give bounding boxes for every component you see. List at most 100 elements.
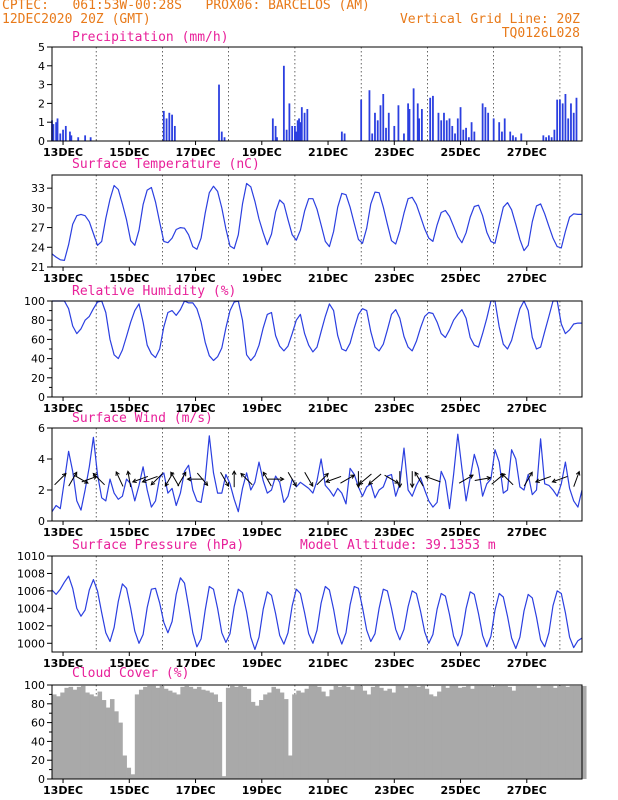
cloud-bar bbox=[490, 686, 496, 779]
cloud-bar bbox=[271, 686, 276, 779]
header-grid-line-note: Vertical Grid Line: 20Z bbox=[399, 12, 580, 27]
cloud-bar bbox=[221, 776, 227, 779]
x-tick-label: 15DEC bbox=[109, 526, 149, 539]
wind-arrow bbox=[150, 473, 163, 486]
precip-bar bbox=[55, 122, 58, 141]
cloud-bar bbox=[308, 685, 314, 779]
y-tick-label: 0 bbox=[38, 391, 45, 404]
cloud-bar bbox=[234, 686, 239, 779]
cloud-bar bbox=[138, 689, 144, 779]
cloud-bar bbox=[151, 685, 156, 779]
precip-bar bbox=[520, 133, 523, 141]
cloud-bar bbox=[532, 685, 537, 779]
y-tick-label: 3 bbox=[38, 79, 45, 92]
x-tick-label: 25DEC bbox=[441, 146, 481, 159]
cloud-bar bbox=[209, 692, 214, 779]
cloud-bar bbox=[217, 701, 223, 779]
precip-bar bbox=[470, 122, 473, 141]
wind-arrow bbox=[177, 471, 187, 487]
precip-bar bbox=[288, 103, 291, 141]
cloud-bar bbox=[188, 686, 194, 779]
wind-arrow bbox=[54, 472, 67, 486]
precip-bar bbox=[445, 120, 448, 141]
cloud-bar bbox=[478, 685, 484, 779]
cloud-bar bbox=[486, 685, 492, 779]
cloud-bar bbox=[118, 722, 123, 779]
precip-bar bbox=[514, 137, 517, 141]
y-tick-label: 60 bbox=[31, 717, 45, 730]
precip-bar bbox=[572, 112, 575, 141]
precip-bar bbox=[387, 112, 390, 141]
wind-arrow bbox=[240, 472, 253, 486]
precip-bar bbox=[282, 65, 285, 141]
cloud-bar bbox=[192, 688, 198, 779]
cloud-bar bbox=[201, 689, 206, 779]
cloud-bar bbox=[519, 685, 525, 779]
cloud-bar bbox=[296, 690, 301, 779]
y-tick-label: 1004 bbox=[17, 602, 45, 615]
wind-arrow bbox=[523, 471, 533, 487]
x-tick-label: 15DEC bbox=[109, 272, 149, 285]
precip-bar bbox=[223, 137, 226, 141]
precip-bar bbox=[52, 124, 55, 141]
precip-bar bbox=[481, 103, 484, 141]
precip-bar bbox=[462, 129, 465, 141]
y-tick-label: 21 bbox=[31, 261, 45, 274]
cloud-bar bbox=[528, 685, 533, 779]
y-tick-label: 1000 bbox=[17, 637, 45, 650]
precip-bar bbox=[165, 118, 168, 141]
precip-bar bbox=[416, 103, 419, 141]
x-tick-label: 27DEC bbox=[507, 657, 547, 670]
cloud-bar bbox=[130, 774, 136, 779]
cloud-bar bbox=[225, 687, 231, 779]
cloud-bar bbox=[242, 686, 248, 779]
precip-bar bbox=[296, 120, 299, 141]
cloud-bar bbox=[288, 755, 293, 779]
cloud-bar bbox=[511, 690, 517, 779]
cloud-bar bbox=[155, 687, 161, 779]
cloud-bar bbox=[312, 685, 318, 779]
cloud-bar bbox=[317, 686, 322, 779]
cloud-bar bbox=[441, 685, 446, 779]
cloud-bar bbox=[557, 685, 562, 779]
cloud-bar bbox=[205, 690, 210, 779]
precip-bar bbox=[62, 129, 64, 141]
x-tick-label: 15DEC bbox=[109, 784, 149, 797]
cloud-bar bbox=[176, 694, 181, 779]
x-tick-label: 17DEC bbox=[176, 402, 216, 415]
cloud-bar bbox=[362, 690, 368, 779]
cloud-bar bbox=[573, 685, 579, 779]
x-tick-label: 23DEC bbox=[374, 402, 414, 415]
cloud-bar bbox=[561, 685, 566, 779]
precip-bar bbox=[550, 137, 553, 141]
precip-bar bbox=[220, 131, 223, 141]
precip-bar bbox=[64, 125, 67, 141]
precip-bar bbox=[300, 107, 303, 141]
panel-title: Relative Humidity (%) bbox=[72, 284, 236, 299]
cloud-bar bbox=[122, 755, 127, 779]
y-tick-label: 100 bbox=[24, 295, 45, 308]
cloud-bar bbox=[184, 685, 190, 779]
precip-bar bbox=[559, 99, 561, 141]
wind-arrow bbox=[424, 475, 441, 483]
precip-bar bbox=[570, 103, 572, 141]
precip-bar bbox=[291, 125, 294, 141]
cloud-bar bbox=[391, 692, 397, 779]
panel-precip: Precipitation (mm/h) 0 1 2 3 4 5 13DEC 15DEC 17DE… bbox=[38, 30, 583, 159]
cloud-bar bbox=[134, 694, 140, 779]
precip-bar bbox=[487, 112, 490, 141]
y-tick-label: 4 bbox=[38, 453, 45, 466]
wind-arrow bbox=[340, 474, 356, 484]
y-tick-label: 1010 bbox=[17, 550, 45, 563]
y-tick-label: 80 bbox=[31, 314, 45, 327]
wind-arrow bbox=[458, 474, 474, 484]
cloud-bar bbox=[159, 685, 165, 779]
cloud-bar bbox=[85, 692, 90, 779]
precip-bar bbox=[443, 112, 445, 141]
cloud-bar bbox=[259, 700, 264, 779]
precip-bar bbox=[437, 112, 440, 141]
cloud-bar bbox=[432, 696, 438, 779]
precip-bar bbox=[371, 133, 374, 141]
x-tick-label: 19DEC bbox=[242, 402, 282, 415]
x-tick-label: 13DEC bbox=[43, 146, 83, 159]
